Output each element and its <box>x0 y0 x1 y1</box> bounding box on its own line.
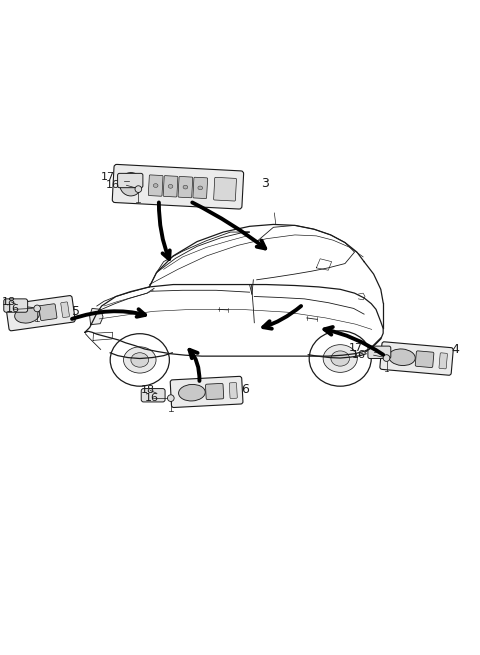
Polygon shape <box>90 309 103 325</box>
FancyBboxPatch shape <box>163 176 178 197</box>
Text: 16: 16 <box>351 350 365 360</box>
Text: 18: 18 <box>1 297 15 307</box>
FancyBboxPatch shape <box>118 174 143 188</box>
Text: 18: 18 <box>141 386 156 396</box>
FancyBboxPatch shape <box>4 299 28 312</box>
FancyBboxPatch shape <box>193 178 207 198</box>
Ellipse shape <box>153 183 158 187</box>
Text: 17: 17 <box>349 343 363 352</box>
FancyBboxPatch shape <box>439 353 447 369</box>
Circle shape <box>34 305 40 312</box>
Text: 3: 3 <box>262 177 269 190</box>
FancyBboxPatch shape <box>61 302 70 318</box>
Text: 16: 16 <box>6 305 20 314</box>
Circle shape <box>383 355 390 362</box>
FancyBboxPatch shape <box>148 175 163 196</box>
Ellipse shape <box>323 345 357 372</box>
Circle shape <box>135 186 142 193</box>
Ellipse shape <box>110 333 169 386</box>
Ellipse shape <box>168 185 173 188</box>
FancyBboxPatch shape <box>39 304 57 320</box>
Ellipse shape <box>120 172 142 196</box>
Ellipse shape <box>389 349 415 365</box>
Text: 16: 16 <box>106 180 120 191</box>
Ellipse shape <box>198 186 203 190</box>
Text: 5: 5 <box>72 305 80 318</box>
Text: 6: 6 <box>241 383 249 396</box>
FancyBboxPatch shape <box>6 295 75 331</box>
Ellipse shape <box>131 353 149 367</box>
FancyBboxPatch shape <box>170 377 243 407</box>
Text: 4: 4 <box>451 343 459 356</box>
Ellipse shape <box>123 347 156 373</box>
FancyBboxPatch shape <box>229 383 237 398</box>
Ellipse shape <box>179 384 205 401</box>
FancyBboxPatch shape <box>214 178 237 201</box>
Ellipse shape <box>331 351 349 366</box>
FancyBboxPatch shape <box>141 388 165 402</box>
Ellipse shape <box>309 331 371 386</box>
FancyBboxPatch shape <box>368 346 391 358</box>
Circle shape <box>168 395 174 402</box>
FancyBboxPatch shape <box>205 383 224 400</box>
FancyBboxPatch shape <box>112 164 244 209</box>
FancyBboxPatch shape <box>178 176 193 198</box>
FancyBboxPatch shape <box>415 351 434 367</box>
Text: 16: 16 <box>144 393 158 403</box>
Text: 17: 17 <box>101 172 115 181</box>
FancyBboxPatch shape <box>380 342 453 375</box>
Ellipse shape <box>183 185 188 189</box>
Ellipse shape <box>15 307 39 323</box>
